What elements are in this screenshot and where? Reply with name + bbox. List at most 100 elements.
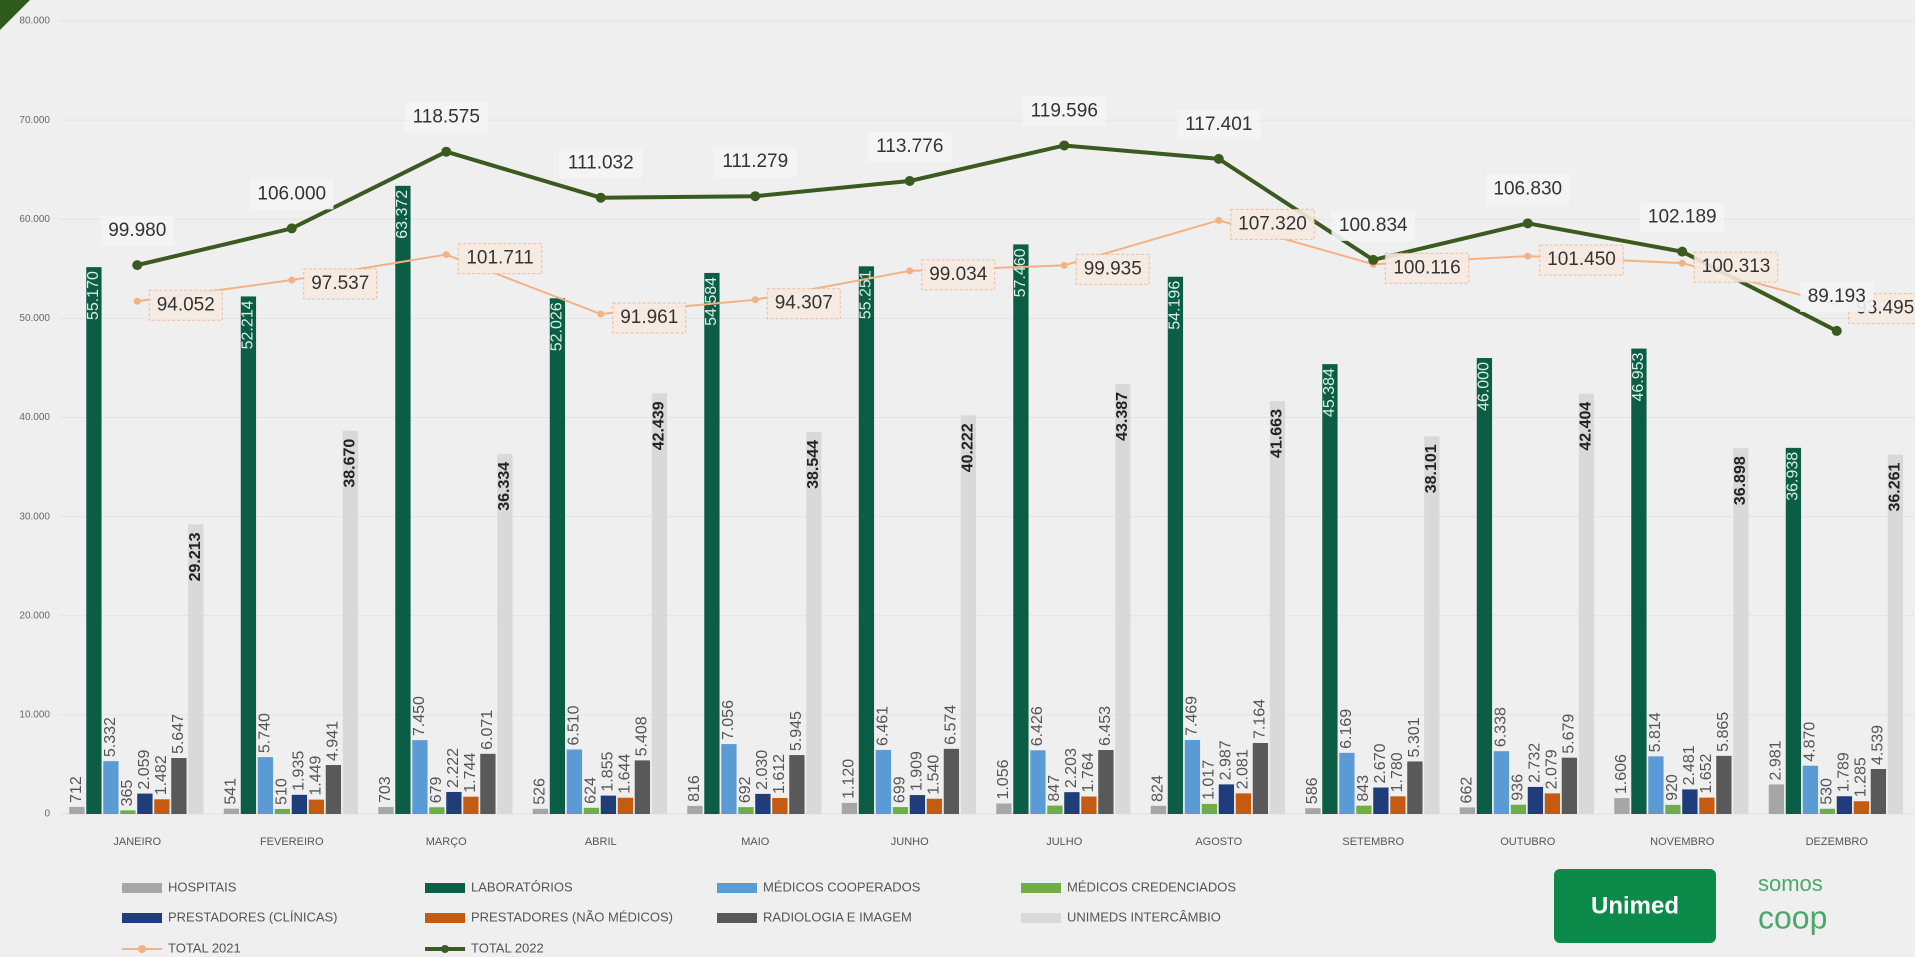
bar bbox=[274, 808, 291, 814]
bar bbox=[240, 296, 257, 814]
bar bbox=[1665, 804, 1681, 814]
data-label: 46.000 bbox=[1476, 362, 1493, 411]
legend-swatch bbox=[717, 913, 757, 923]
bar bbox=[1424, 436, 1440, 814]
bar bbox=[583, 807, 600, 814]
bar bbox=[1339, 752, 1355, 814]
data-label: 1.482 bbox=[153, 755, 170, 795]
data-label: 54.196 bbox=[1167, 281, 1184, 330]
bar bbox=[395, 185, 411, 814]
bar bbox=[532, 808, 549, 814]
data-label-box bbox=[1693, 251, 1779, 283]
data-label-box bbox=[766, 288, 841, 320]
data-label: 101.450 bbox=[1547, 249, 1616, 270]
data-label: 57.460 bbox=[1012, 248, 1029, 297]
legend-marker bbox=[138, 945, 146, 953]
bar bbox=[1218, 784, 1235, 814]
data-label: 107.320 bbox=[1238, 213, 1307, 234]
data-label: 2.222 bbox=[445, 748, 462, 788]
data-label: 36.261 bbox=[1887, 462, 1904, 511]
marker bbox=[597, 310, 605, 318]
y-tick-label: 80.000 bbox=[19, 16, 50, 27]
marker bbox=[1677, 246, 1688, 257]
data-label: 2.030 bbox=[754, 750, 771, 790]
data-label: 106.830 bbox=[1493, 178, 1562, 199]
data-label: 6.426 bbox=[1029, 706, 1046, 746]
data-label-box bbox=[1075, 253, 1150, 285]
data-label: 113.776 bbox=[876, 136, 943, 157]
x-tick-label: SETEMBRO bbox=[1342, 836, 1404, 848]
marker bbox=[133, 297, 141, 305]
data-label: 5.814 bbox=[1647, 712, 1664, 752]
x-tick-label: JULHO bbox=[1046, 836, 1083, 848]
data-label: 1.612 bbox=[771, 754, 788, 794]
x-tick-label: ABRIL bbox=[585, 836, 617, 848]
data-label: 5.740 bbox=[257, 713, 274, 753]
marker bbox=[595, 192, 606, 203]
data-label: 55.170 bbox=[85, 271, 102, 320]
data-label: 1.652 bbox=[1698, 753, 1715, 793]
data-label: 2.981 bbox=[1768, 740, 1785, 780]
data-label: 45.384 bbox=[1321, 368, 1338, 417]
data-label-box bbox=[1331, 210, 1415, 241]
marker bbox=[1678, 259, 1686, 267]
bar bbox=[1030, 750, 1046, 814]
data-label: 586 bbox=[1304, 777, 1321, 804]
y-tick-label: 50.000 bbox=[19, 313, 50, 324]
unimed-logo-box bbox=[1554, 869, 1716, 943]
bar bbox=[1819, 808, 1836, 814]
bar bbox=[378, 807, 394, 814]
legend-swatch bbox=[425, 883, 465, 893]
x-tick-label: AGOSTO bbox=[1195, 836, 1242, 848]
data-label-box bbox=[868, 131, 952, 162]
bar bbox=[154, 799, 170, 814]
x-tick-label: MAIO bbox=[741, 836, 770, 848]
marker bbox=[132, 260, 143, 271]
data-label: 5.865 bbox=[1715, 712, 1732, 752]
data-label: 1.285 bbox=[1853, 757, 1870, 797]
bar bbox=[137, 793, 153, 814]
data-label: 2.987 bbox=[1218, 740, 1235, 780]
marker bbox=[442, 251, 450, 259]
data-label: 7.450 bbox=[411, 696, 428, 736]
data-label: 100.313 bbox=[1702, 256, 1771, 277]
x-tick-label: FEVEREIRO bbox=[260, 836, 324, 848]
data-label: 699 bbox=[892, 776, 909, 803]
data-label: 679 bbox=[428, 776, 445, 803]
bar bbox=[1167, 276, 1184, 815]
bar bbox=[1493, 751, 1510, 814]
bar bbox=[1098, 750, 1114, 814]
bar bbox=[1853, 801, 1870, 814]
data-label: 843 bbox=[1355, 775, 1372, 802]
bar bbox=[1081, 796, 1097, 814]
legend-swatch bbox=[425, 913, 465, 923]
data-label: 712 bbox=[68, 776, 85, 803]
bar bbox=[463, 796, 479, 814]
data-label: 38.101 bbox=[1423, 444, 1440, 493]
data-label: 111.032 bbox=[568, 153, 634, 174]
bar bbox=[1269, 401, 1286, 814]
data-label: 2.079 bbox=[1544, 749, 1561, 789]
bar bbox=[412, 740, 428, 814]
data-label: 847 bbox=[1046, 775, 1063, 802]
data-label: 1.935 bbox=[291, 751, 308, 791]
data-label-box bbox=[1486, 174, 1570, 205]
data-label: 29.213 bbox=[187, 532, 204, 581]
data-label: 1.606 bbox=[1613, 754, 1630, 794]
bar bbox=[120, 810, 136, 814]
data-label: 624 bbox=[583, 777, 600, 804]
data-label: 1.540 bbox=[926, 755, 943, 795]
data-label: 6.071 bbox=[479, 710, 496, 750]
labels: 712 541 703 526 816 1.120 1.056 824 586 662 1.606 2… bbox=[68, 96, 1915, 806]
data-label: 510 bbox=[274, 778, 291, 805]
x-tick-label: MARÇO bbox=[426, 836, 467, 848]
bar bbox=[892, 807, 909, 814]
bar bbox=[69, 806, 85, 814]
bar bbox=[257, 757, 274, 814]
marker bbox=[1213, 153, 1224, 164]
bar bbox=[996, 803, 1012, 814]
marker bbox=[904, 175, 915, 186]
data-label: 2.059 bbox=[136, 749, 153, 789]
y-tick-label: 0 bbox=[44, 809, 50, 820]
data-label: 4.539 bbox=[1870, 725, 1887, 765]
